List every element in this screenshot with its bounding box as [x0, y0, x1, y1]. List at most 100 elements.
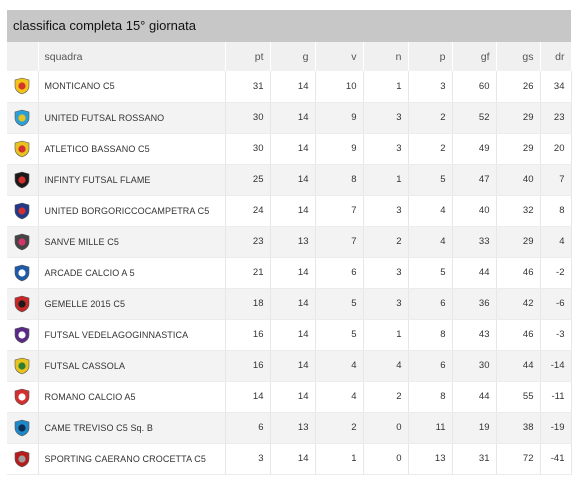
stat-g: 14 — [270, 288, 316, 320]
stat-dr: 20 — [540, 133, 572, 165]
stat-p: 8 — [408, 319, 453, 351]
team-name[interactable]: MONTICANO C5 — [38, 71, 226, 103]
team-name[interactable]: ARCADE CALCIO A 5 — [38, 257, 226, 289]
stat-pt: 31 — [225, 71, 271, 103]
stat-gf: 47 — [452, 164, 497, 196]
team-logo-cell — [7, 102, 39, 134]
stat-n: 2 — [363, 226, 409, 258]
team-name[interactable]: ATLETICO BASSANO C5 — [38, 133, 226, 165]
header-row: squadra pt g v n p gf gs dr — [7, 42, 572, 71]
stat-p: 5 — [408, 164, 453, 196]
stat-n: 0 — [363, 412, 409, 444]
stat-dr: -11 — [540, 381, 572, 413]
stat-n: 1 — [363, 71, 409, 103]
team-logo-cell — [7, 288, 39, 320]
stat-n: 3 — [363, 257, 409, 289]
stat-gs: 46 — [496, 257, 541, 289]
sanve-logo-icon — [14, 233, 30, 250]
table-body: MONTICANO C5 31 14 10 1 3 60 26 34 UNITED FUTSAL … — [7, 71, 572, 475]
stat-v: 4 — [315, 350, 364, 382]
stat-v: 6 — [315, 257, 364, 289]
stat-p: 6 — [408, 288, 453, 320]
team-name[interactable]: FUTSAL VEDELAGOGINNASTICA — [38, 319, 226, 351]
table-row[interactable]: INFINTY FUTSAL FLAME 25 14 8 1 5 47 40 7 — [7, 164, 572, 196]
stat-v: 2 — [315, 412, 364, 444]
stat-dr: 23 — [540, 102, 572, 134]
table-row[interactable]: UNITED FUTSAL ROSSANO 30 14 9 3 2 52 29 23 — [7, 102, 572, 134]
header-n: n — [363, 42, 409, 71]
table-row[interactable]: FUTSAL CASSOLA 16 14 4 4 6 30 44 -14 — [7, 350, 572, 382]
table-row[interactable]: UNITED BORGORICCOCAMPETRA C5 24 14 7 3 4 40 32 8 — [7, 195, 572, 227]
team-logo-cell — [7, 226, 39, 258]
team-name[interactable]: GEMELLE 2015 C5 — [38, 288, 226, 320]
arcade-logo-icon — [14, 264, 30, 281]
stat-n: 1 — [363, 164, 409, 196]
stat-pt: 23 — [225, 226, 271, 258]
team-name[interactable]: UNITED BORGORICCOCAMPETRA C5 — [38, 195, 226, 227]
stat-n: 2 — [363, 381, 409, 413]
stat-gf: 31 — [452, 443, 497, 475]
team-logo-cell — [7, 350, 39, 382]
stat-dr: -3 — [540, 319, 572, 351]
standings-table: squadra pt g v n p gf gs dr MONTICANO C5… — [7, 42, 572, 475]
stat-pt: 25 — [225, 164, 271, 196]
stat-dr: -19 — [540, 412, 572, 444]
stat-gf: 19 — [452, 412, 497, 444]
stat-pt: 16 — [225, 350, 271, 382]
stat-gf: 44 — [452, 381, 497, 413]
stat-pt: 24 — [225, 195, 271, 227]
table-row[interactable]: CAME TREVISO C5 Sq. B 6 13 2 0 11 19 38 -19 — [7, 412, 572, 444]
table-row[interactable]: SPORTING CAERANO CROCETTA C5 3 14 1 0 13 31 72-… — [7, 443, 572, 475]
header-gf: gf — [452, 42, 497, 71]
table-row[interactable]: FUTSAL VEDELAGOGINNASTICA 16 14 5 1 8 43 46 -3 — [7, 319, 572, 351]
team-name[interactable]: UNITED FUTSAL ROSSANO — [38, 102, 226, 134]
stat-pt: 21 — [225, 257, 271, 289]
stat-g: 14 — [270, 164, 316, 196]
table-row[interactable]: ARCADE CALCIO A 5 21 14 6 3 5 44 46 -2 — [7, 257, 572, 289]
stat-gf: 43 — [452, 319, 497, 351]
stat-dr: 34 — [540, 71, 572, 103]
stat-gs: 46 — [496, 319, 541, 351]
standings-widget: classifica completa 15° giornata squadra… — [7, 10, 572, 475]
team-logo-cell — [7, 195, 39, 227]
stat-dr: 8 — [540, 195, 572, 227]
gemelle-logo-icon — [14, 295, 30, 312]
stat-g: 14 — [270, 71, 316, 103]
team-name[interactable]: ROMANO CALCIO A5 — [38, 381, 226, 413]
stat-g: 14 — [270, 350, 316, 382]
stat-g: 14 — [270, 102, 316, 134]
team-name[interactable]: SPORTING CAERANO CROCETTA C5 — [38, 443, 226, 475]
table-row[interactable]: ATLETICO BASSANO C5 30 14 9 3 2 49 29 20 — [7, 133, 572, 165]
stat-gf: 36 — [452, 288, 497, 320]
stat-gf: 52 — [452, 102, 497, 134]
stat-gs: 44 — [496, 350, 541, 382]
stat-g: 14 — [270, 443, 316, 475]
stat-v: 5 — [315, 319, 364, 351]
stat-gf: 40 — [452, 195, 497, 227]
flame-logo-icon — [14, 171, 30, 188]
table-row[interactable]: MONTICANO C5 31 14 10 1 3 60 26 34 — [7, 71, 572, 103]
team-name[interactable]: INFINTY FUTSAL FLAME — [38, 164, 226, 196]
vedelago-logo-icon — [14, 326, 30, 343]
stat-pt: 6 — [225, 412, 271, 444]
stat-gf: 49 — [452, 133, 497, 165]
rossano-logo-icon — [14, 109, 30, 126]
stat-dr: 4 — [540, 226, 572, 258]
stat-n: 3 — [363, 133, 409, 165]
stat-gs: 72 — [496, 443, 541, 475]
stat-p: 2 — [408, 133, 453, 165]
stat-v: 7 — [315, 226, 364, 258]
team-name[interactable]: FUTSAL CASSOLA — [38, 350, 226, 382]
stat-dr: 7 — [540, 164, 572, 196]
table-row[interactable]: SANVE MILLE C5 23 13 7 2 4 33 29 4 — [7, 226, 572, 258]
stat-pt: 14 — [225, 381, 271, 413]
team-name[interactable]: CAME TREVISO C5 Sq. B — [38, 412, 226, 444]
team-logo-cell — [7, 257, 39, 289]
table-row[interactable]: GEMELLE 2015 C5 18 14 5 3 6 36 42 -6 — [7, 288, 572, 320]
stat-v: 1 — [315, 443, 364, 475]
stat-g: 14 — [270, 319, 316, 351]
team-logo-cell — [7, 412, 39, 444]
team-name[interactable]: SANVE MILLE C5 — [38, 226, 226, 258]
table-row[interactable]: ROMANO CALCIO A5 14 14 4 2 8 44 55 -11 — [7, 381, 572, 413]
stat-p: 5 — [408, 257, 453, 289]
